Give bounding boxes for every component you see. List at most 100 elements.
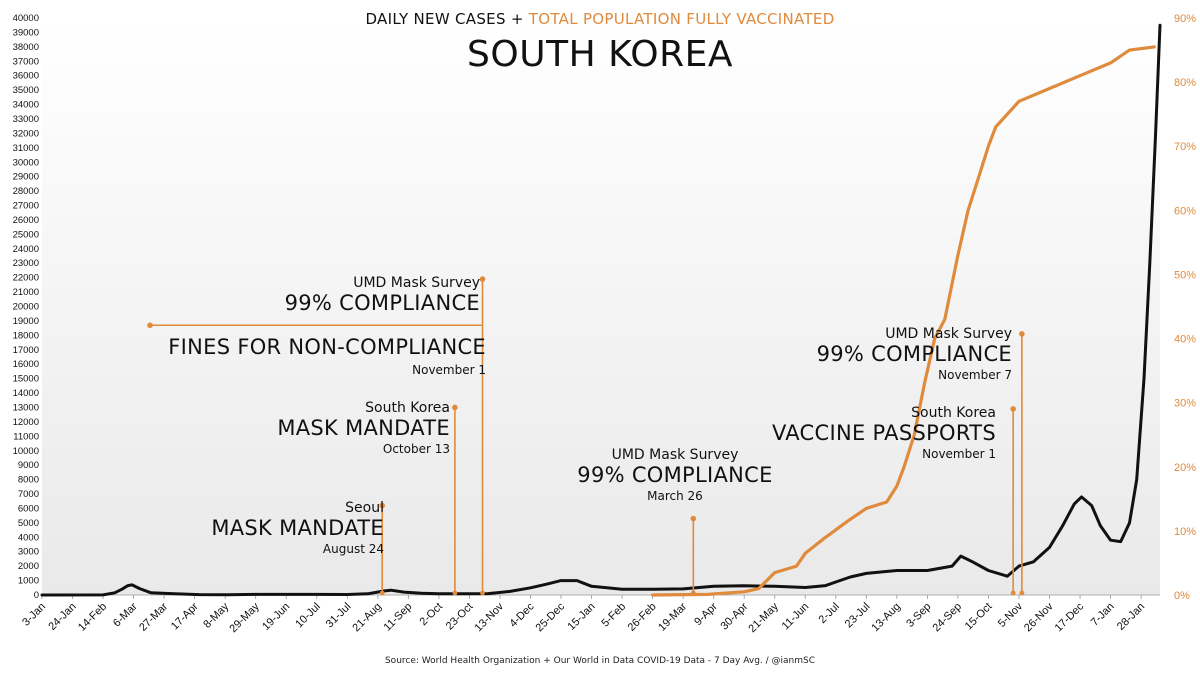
x-tick-label: 28-Jan	[1115, 601, 1147, 633]
x-tick-label: 10-Jul	[293, 601, 323, 631]
y-left-tick-label: 0	[34, 590, 39, 601]
annotation-date: October 13	[382, 442, 450, 456]
x-tick-label: 13-Aug	[869, 601, 903, 635]
annotation-big-label: MASK MANDATE	[277, 416, 450, 440]
y-right-tick-label: 30%	[1174, 398, 1196, 410]
y-left-tick-label: 26000	[13, 215, 39, 226]
y-right-tick-label: 40%	[1174, 334, 1196, 346]
annotation-small-label: South Korea	[365, 400, 450, 416]
x-tick-label: 23-Jul	[843, 601, 873, 631]
annotation-dot-umd-2020	[479, 276, 486, 282]
y-left-tick-label: 17000	[13, 345, 39, 356]
annotation-big-label: 99% COMPLIANCE	[284, 291, 480, 315]
y-left-tick-label: 38000	[13, 42, 39, 53]
annotation-dot-seoul-mask	[379, 502, 385, 509]
annotation-fines: FINES FOR NON-COMPLIANCE November 1	[168, 335, 486, 377]
annotation-small-label: UMD Mask Survey	[353, 275, 480, 291]
y-left-tick-label: 11000	[13, 431, 39, 442]
annotation-big-label: MASK MANDATE	[211, 516, 384, 540]
y-left-tick-label: 23000	[13, 258, 39, 269]
x-tick-label: 2-Oct	[418, 601, 446, 629]
annotation-base-dot-seoul-mask	[379, 590, 385, 596]
annotation-base-dot-passports	[1010, 590, 1016, 596]
x-tick-label: 30-Apr	[718, 600, 750, 632]
annotation-sk-mask: South Korea MASK MANDATE October 13	[277, 400, 450, 456]
x-tick-label: 13-Nov	[473, 600, 507, 634]
y-left-tick-label: 9000	[18, 460, 39, 471]
annotation-base-dot-sk-mask	[452, 590, 458, 596]
x-tick-label: 7-Jan	[1089, 601, 1117, 629]
annotation-umd-2021-mar: UMD Mask Survey 99% COMPLIANCE March 26	[555, 447, 795, 503]
annotation-umd-2020: UMD Mask Survey 99% COMPLIANCE	[285, 275, 480, 315]
x-tick-label: 17-Apr	[169, 600, 201, 632]
subtitle-cases: DAILY NEW CASES +	[365, 10, 524, 28]
y-left-tick-label: 5000	[18, 518, 39, 529]
x-tick-label: 9-Apr	[692, 600, 720, 628]
y-left-tick-label: 36000	[13, 71, 39, 82]
y-right-tick-label: 50%	[1174, 269, 1196, 281]
y-left-tick-label: 8000	[18, 475, 39, 486]
source-note: Source: World Health Organization + Our …	[384, 656, 816, 666]
annotation-dot-passports	[1010, 406, 1016, 412]
y-right-tick-label: 10%	[1174, 526, 1196, 538]
annotation-dot-fines	[147, 322, 153, 329]
annotation-dot-umd-2021-mar	[690, 515, 697, 522]
y-left-tick-label: 2000	[18, 561, 39, 572]
annotation-dot-umd-2021-nov	[1019, 331, 1025, 337]
y-left-tick-label: 35000	[13, 85, 39, 96]
x-tick-label: 17-Dec	[1053, 600, 1087, 634]
x-tick-label: 19-Mar	[656, 600, 689, 633]
x-tick-label: 5-Feb	[599, 601, 628, 630]
annotation-small-label: UMD Mask Survey	[611, 447, 739, 463]
annotation-base-dot-umd-2020	[480, 590, 485, 596]
y-left-tick-label: 32000	[13, 128, 39, 139]
y-left-tick-label: 4000	[18, 532, 39, 543]
x-tick-label: 31-Jul	[324, 601, 354, 631]
x-tick-label: 29-May	[227, 600, 262, 635]
x-tick-label: 6-Mar	[111, 600, 140, 629]
x-tick-label: 27-Mar	[137, 600, 170, 633]
y-left-tick-label: 10000	[13, 446, 39, 457]
y-left-tick-label: 37000	[13, 56, 39, 67]
y-left-tick-label: 33000	[13, 114, 39, 125]
x-tick-label: 19-Jun	[260, 601, 292, 633]
x-tick-label: 24-Jan	[46, 601, 78, 633]
chart-subtitle: DAILY NEW CASES + TOTAL POPULATION FULLY…	[0, 10, 1200, 28]
x-tick-label: 3-Sep	[904, 601, 933, 630]
annotation-date: March 26	[647, 489, 703, 503]
y-left-tick-label: 20000	[13, 302, 39, 313]
y-left-tick-label: 16000	[13, 359, 39, 370]
x-tick-label: 26-Nov	[1022, 600, 1056, 634]
y-left-tick-label: 34000	[13, 100, 39, 111]
y-left-tick-label: 7000	[18, 489, 39, 500]
y-left-tick-label: 28000	[13, 186, 39, 197]
y-right-tick-label: 90%	[1174, 13, 1196, 25]
annotation-small-label: UMD Mask Survey	[885, 326, 1012, 342]
y-left-tick-label: 39000	[13, 27, 39, 38]
y-left-tick-label: 30000	[13, 157, 39, 168]
annotation-date: November 7	[938, 368, 1012, 382]
annotation-small-label: South Korea	[911, 405, 996, 421]
y-left-tick-label: 1000	[18, 576, 39, 587]
chart-title: SOUTH KOREA	[467, 34, 733, 75]
annotation-big-label: 99% COMPLIANCE	[577, 463, 773, 487]
x-tick-label: 25-Dec	[534, 600, 568, 634]
x-tick-label: 23-Oct	[444, 601, 476, 633]
x-tick-label: 2-Jul	[817, 601, 842, 626]
annotation-base-dot-umd-2021-mar	[690, 590, 696, 596]
annotation-dot-sk-mask	[452, 404, 458, 411]
y-left-tick-label: 15000	[13, 374, 39, 385]
y-left-tick-label: 24000	[13, 244, 39, 255]
x-tick-label: 3-Jan	[20, 601, 48, 629]
y-right-tick-label: 20%	[1174, 462, 1196, 474]
y-right-tick-label: 80%	[1174, 77, 1196, 89]
annotation-date: August 24	[322, 542, 384, 556]
y-right-tick-label: 60%	[1174, 205, 1196, 217]
x-tick-label: 26-Feb	[626, 601, 659, 634]
x-tick-label: 21-Aug	[350, 601, 384, 635]
annotation-small-label: Seoul	[345, 500, 384, 516]
subtitle-vaccinated: TOTAL POPULATION FULLY VACCINATED	[528, 10, 835, 28]
y-left-tick-label: 40000	[13, 13, 39, 24]
x-tick-label: 21-May	[746, 600, 781, 635]
